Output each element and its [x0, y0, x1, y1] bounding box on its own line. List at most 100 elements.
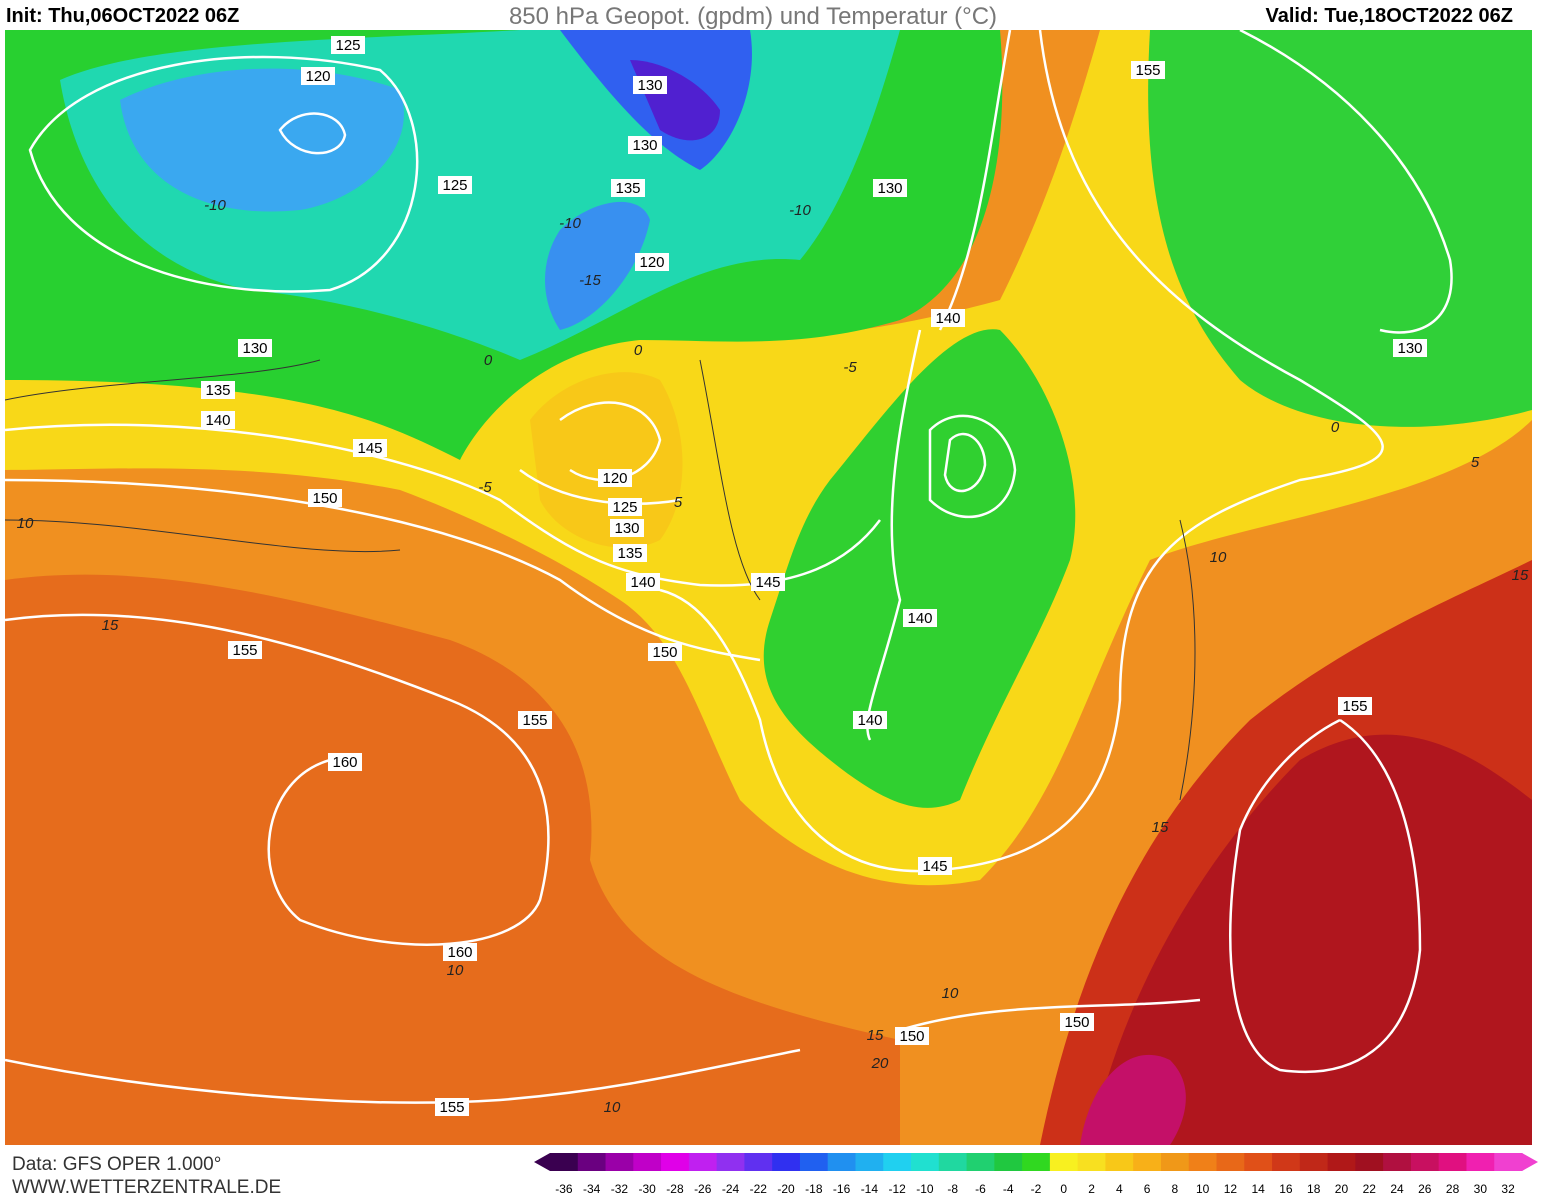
temperature-label: 10 — [447, 962, 464, 979]
geopotential-label: 120 — [602, 470, 627, 487]
geopotential-label-box — [238, 339, 272, 357]
scale-label: 30 — [1474, 1182, 1488, 1196]
geopotential-label: 125 — [442, 177, 467, 194]
website: WWW.WETTERZENTRALE.DE — [12, 1177, 281, 1198]
geopotential-label: 130 — [242, 340, 267, 357]
scale-label: 14 — [1251, 1182, 1265, 1196]
geopotential-label: 150 — [1064, 1014, 1089, 1031]
map-labels: 125 120 130 130 135 125 130 120 155 140 130 135 140 1… — [17, 36, 1529, 1116]
geopotential-label: 155 — [232, 642, 257, 659]
geopotential-label-box — [308, 489, 342, 507]
scale-cell — [1105, 1153, 1134, 1171]
temperature-label: 10 — [942, 985, 959, 1002]
geopotential-label-box — [1393, 339, 1427, 357]
geopotential-label-box — [608, 498, 642, 516]
geopotential-label: 120 — [305, 68, 330, 85]
scale-label: -6 — [975, 1182, 986, 1196]
scale-label: -8 — [947, 1182, 958, 1196]
scale-label: -30 — [639, 1182, 657, 1196]
temperature-label: 0 — [634, 342, 643, 359]
geopotential-label-box — [443, 943, 477, 961]
geopotential-label: 155 — [1342, 698, 1367, 715]
scale-label: 26 — [1418, 1182, 1432, 1196]
scale-cell — [1272, 1153, 1301, 1171]
temperature-label: 0 — [484, 352, 493, 369]
geopotential-label: 140 — [857, 712, 882, 729]
geopotential-label: 140 — [935, 310, 960, 327]
scale-label: 32 — [1501, 1182, 1515, 1196]
geopotential-label-box — [598, 469, 632, 487]
scale-cell — [577, 1153, 607, 1171]
scale-label: 22 — [1363, 1182, 1377, 1196]
color-scale: -36 -34 -32 -30 -28 -26 -24 -22 -20 -18 -16 -14 -12-… — [534, 1153, 1538, 1196]
temperature-label: 20 — [871, 1055, 889, 1072]
geopotential-label: 130 — [877, 180, 902, 197]
geopotential-label: 135 — [617, 545, 642, 562]
temperature-label: -5 — [843, 359, 857, 376]
scale-label: 2 — [1088, 1182, 1095, 1196]
geopotential-label-box — [635, 253, 669, 271]
scale-label: -34 — [583, 1182, 601, 1196]
temperature-label: 15 — [1512, 567, 1529, 584]
scale-label: 8 — [1172, 1182, 1179, 1196]
scale-cell — [1410, 1153, 1440, 1171]
geopotential-label: 130 — [1397, 340, 1422, 357]
geopotential-label-box — [328, 753, 362, 771]
scale-cell — [855, 1153, 884, 1171]
scale-cell — [1022, 1153, 1051, 1171]
temperature-label: -10 — [559, 215, 581, 232]
geopotential-label-box — [633, 76, 667, 94]
geopotential-label-box — [613, 544, 647, 562]
geopotential-label: 160 — [332, 754, 357, 771]
temperature-label: 0 — [1331, 419, 1340, 436]
scale-cell — [688, 1153, 718, 1171]
scale-label: 24 — [1390, 1182, 1404, 1196]
geopotential-label: 150 — [312, 490, 337, 507]
geopotential-label-box — [628, 136, 662, 154]
scale-cell — [1494, 1153, 1523, 1171]
geopotential-label: 130 — [614, 520, 639, 537]
scale-end-low — [534, 1153, 550, 1171]
geopotential-label: 135 — [615, 180, 640, 197]
geopotential-label-box — [353, 439, 387, 457]
temperature-label: -10 — [204, 197, 226, 214]
scale-label: -4 — [1003, 1182, 1014, 1196]
scale-label: -16 — [833, 1182, 851, 1196]
scale-cell — [799, 1153, 829, 1171]
scale-end-high — [1522, 1153, 1538, 1171]
scale-cell — [1327, 1153, 1356, 1171]
geopotential-label-box — [301, 67, 335, 85]
scale-label: 4 — [1116, 1182, 1123, 1196]
scale-cell — [966, 1153, 995, 1171]
temperature-label: -15 — [579, 272, 601, 289]
geopotential-label: 145 — [922, 858, 947, 875]
geopotential-label: 130 — [632, 137, 657, 154]
scale-cell — [827, 1153, 856, 1171]
temperature-label: 15 — [867, 1027, 884, 1044]
geopotential-label: 145 — [755, 574, 780, 591]
scale-label: -14 — [861, 1182, 879, 1196]
data-source: Data: GFS OPER 1.000° — [12, 1154, 221, 1175]
geopotential-label-box — [438, 176, 472, 194]
scale-label: 6 — [1144, 1182, 1151, 1196]
scale-cell — [1438, 1153, 1467, 1171]
map-title: 850 hPa Geopot. (gpdm) und Temperatur (°… — [509, 3, 997, 30]
scale-label: -24 — [722, 1182, 740, 1196]
scale-cell — [1299, 1153, 1329, 1171]
geopotential-label-box — [648, 643, 682, 661]
geopotential-label-box — [853, 711, 887, 729]
scale-label: 0 — [1060, 1182, 1067, 1196]
geopotential-label: 125 — [612, 499, 637, 516]
geopotential-label-box — [931, 309, 965, 327]
scale-cell — [1383, 1153, 1412, 1171]
scale-label: 12 — [1224, 1182, 1238, 1196]
scale-label: -28 — [666, 1182, 684, 1196]
geopotential-label-box — [1131, 61, 1165, 79]
scale-cell — [550, 1153, 579, 1171]
scale-cell — [994, 1153, 1023, 1171]
geopotential-label-box — [610, 519, 644, 537]
scale-label: -2 — [1031, 1182, 1042, 1196]
scale-label: 10 — [1196, 1182, 1210, 1196]
scale-label: -32 — [611, 1182, 629, 1196]
